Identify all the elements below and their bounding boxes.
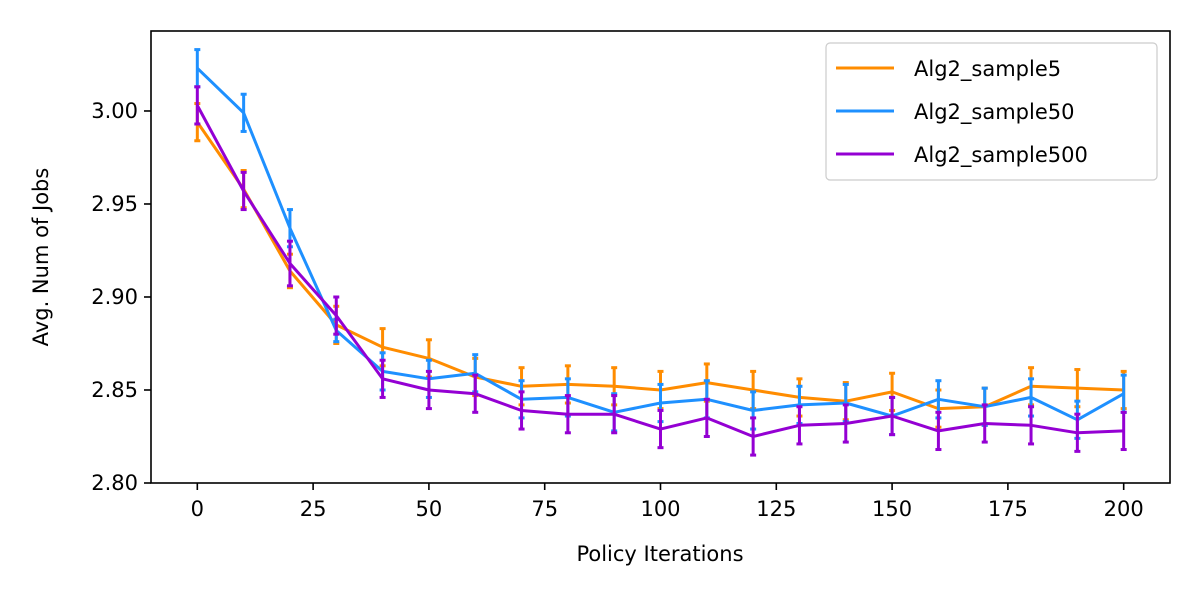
x-tick-label: 150 <box>872 497 912 521</box>
y-tick-label: 3.00 <box>91 99 138 123</box>
x-tick-label: 175 <box>988 497 1028 521</box>
series-layer <box>194 48 1127 457</box>
y-tick-label: 2.95 <box>91 192 138 216</box>
legend-box <box>825 42 1158 181</box>
y-tick-label: 2.85 <box>91 378 138 402</box>
y-tick-label: 2.90 <box>91 285 138 309</box>
legend-label: Alg2_sample50 <box>914 100 1074 125</box>
x-axis: 0 25 50 75 100 125 150 175 200 <box>191 483 1144 521</box>
x-tick-label: 50 <box>416 497 443 521</box>
x-tick-label: 25 <box>300 497 327 521</box>
legend: Alg2_sample5 Alg2_sample50 Alg2_sample500 <box>825 42 1158 181</box>
legend-label: Alg2_sample500 <box>914 143 1088 168</box>
legend-items: Alg2_sample5 Alg2_sample50 Alg2_sample500 <box>836 57 1088 168</box>
legend-label: Alg2_sample5 <box>914 57 1061 82</box>
x-tick-label: 75 <box>531 497 558 521</box>
x-tick-label: 200 <box>1104 497 1144 521</box>
x-tick-label: 100 <box>640 497 680 521</box>
y-tick-label: 2.80 <box>91 471 138 495</box>
y-axis-label: Avg. Num of Jobs <box>29 168 53 347</box>
x-tick-label: 0 <box>191 497 204 521</box>
x-tick-label: 125 <box>756 497 796 521</box>
x-axis-label: Policy Iterations <box>576 542 743 566</box>
y-axis: 2.80 2.85 2.90 2.95 3.00 <box>91 99 151 495</box>
